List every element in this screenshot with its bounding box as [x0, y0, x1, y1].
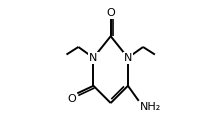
Text: O: O: [106, 8, 115, 18]
Text: O: O: [67, 94, 76, 104]
Text: NH₂: NH₂: [140, 102, 161, 112]
Text: N: N: [89, 53, 98, 63]
Text: N: N: [124, 53, 132, 63]
